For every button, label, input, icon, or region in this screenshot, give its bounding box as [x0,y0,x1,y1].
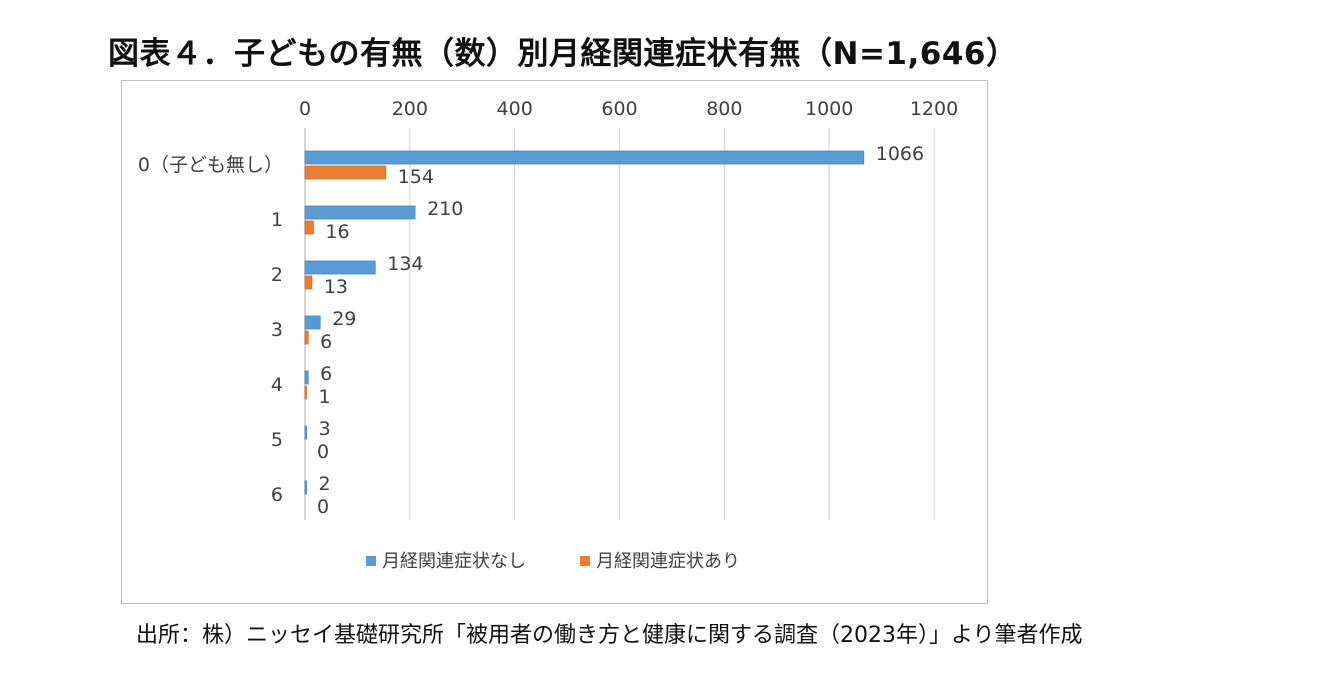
source-note: 出所：株）ニッセイ基礎研究所「被用者の働き方と健康に関する調査（2023年）」よ… [136,623,1083,648]
category-label: 5 [271,429,283,451]
data-label-no-symptom: 29 [332,308,356,330]
bar-no-symptom [304,205,416,220]
legend-label: 月経関連症状なし [382,551,526,572]
bar-with-symptom [304,165,387,180]
category-label: 6 [271,484,283,506]
bar-no-symptom [304,315,321,330]
bar-with-symptom [304,385,307,400]
legend-swatch [366,556,376,566]
x-tick-label: 1200 [910,98,958,120]
x-tick-label: 400 [497,98,533,120]
category-label: 4 [271,374,283,396]
chart-title: 図表４．子どもの有無（数）別月経関連症状有無（N=1,646） [108,36,1018,72]
category-label: 3 [271,319,283,341]
bar-no-symptom [304,425,307,440]
data-label-no-symptom: 210 [427,198,463,220]
legend-swatch [580,556,590,566]
x-tick-label: 200 [392,98,428,120]
data-label-no-symptom: 1066 [876,143,924,165]
data-label-no-symptom: 2 [319,473,331,495]
bar-with-symptom [304,330,309,345]
data-label-with-symptom: 16 [325,221,349,243]
bar-with-symptom [304,275,313,290]
x-tick-label: 1000 [805,98,853,120]
bar-no-symptom [304,150,865,165]
data-label-with-symptom: 6 [320,331,332,353]
x-tick-label: 0 [299,98,311,120]
bar-no-symptom [304,370,309,385]
category-label: 0（子ども無し） [138,154,283,176]
data-label-no-symptom: 134 [387,253,423,275]
bar-no-symptom [304,480,307,495]
data-label-with-symptom: 0 [317,496,329,518]
data-label-no-symptom: 6 [320,363,332,385]
legend-label: 月経関連症状あり [596,551,740,572]
category-label: 1 [271,209,283,231]
bar-with-symptom [304,220,314,235]
x-tick-label: 600 [601,98,637,120]
data-label-with-symptom: 154 [398,166,434,188]
data-label-no-symptom: 3 [319,418,331,440]
data-label-with-symptom: 0 [317,441,329,463]
x-tick-label: 800 [706,98,742,120]
chart-frame [121,80,988,604]
data-label-with-symptom: 1 [319,386,331,408]
data-label-with-symptom: 13 [324,276,348,298]
category-label: 2 [271,264,283,286]
bar-no-symptom [304,260,376,275]
